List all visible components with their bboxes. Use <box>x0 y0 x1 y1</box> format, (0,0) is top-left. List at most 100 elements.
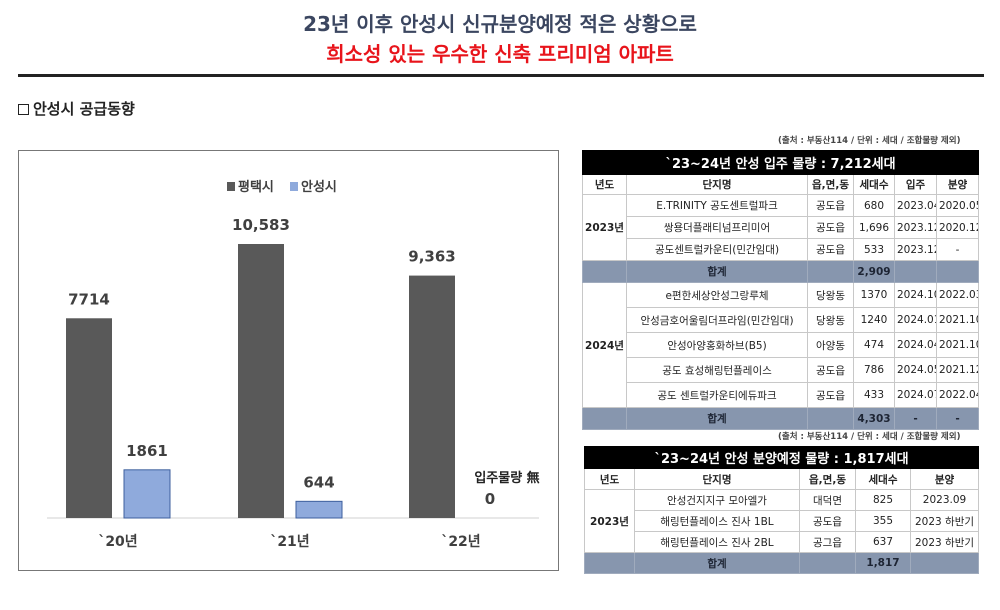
table-cell: 안성금호어울림더프라임(민간임대) <box>626 307 808 333</box>
section-title-label: 안성시 공급동향 <box>33 100 135 118</box>
move-in-volume-table: `23~24년 안성 입주 물량 : 7,212세대 년도 단지명 읍,면,동 세대수 입… <box>581 150 980 430</box>
table-cell: 공도읍 <box>807 194 854 217</box>
table-cell: 대덕면 <box>799 489 856 511</box>
table-caption-row: `23~24년 안성 입주 물량 : 7,212세대 <box>581 150 980 175</box>
table-cell: e편한세상안성그랑루체 <box>626 282 808 308</box>
table-cell: 2023.12 <box>894 238 937 261</box>
table-cell: 433 <box>853 382 895 408</box>
year-cell: 2023년 <box>582 194 627 261</box>
table-cell: 공도읍 <box>807 216 854 239</box>
no-supply-annotation: 입주물량 無 <box>474 470 539 486</box>
table-header-row: 년도 단지명 읍,면,동 세대수 분양 <box>584 468 980 490</box>
column-header: 단지명 <box>626 174 808 195</box>
table-caption: `23~24년 안성 입주 물량 : 7,212세대 <box>581 150 980 175</box>
subtotal-blank <box>807 407 854 430</box>
subtotal-label: 합계 <box>634 552 800 574</box>
headline-highlight: 희소성 있는 우수한 신축 프리미엄 아파트 <box>326 42 674 66</box>
x-tick-label-0: `20년 <box>98 534 137 550</box>
table-cell: 825 <box>855 489 911 511</box>
table-cell: 해링턴플레이스 진사 1BL <box>634 510 800 532</box>
subtotal-blank <box>799 552 856 574</box>
table-cell: 해링턴플레이스 진사 2BL <box>634 531 800 553</box>
table-cell: 2020.12 <box>935 216 980 239</box>
subtotal-blank <box>807 260 854 283</box>
column-header: 입주 <box>894 174 937 195</box>
table-cell: 474 <box>853 332 895 358</box>
table-cell: 2021.12 <box>935 357 980 383</box>
legend-label-평택시: 평택시 <box>238 179 274 195</box>
subtotal-extra: - <box>894 407 937 430</box>
table-cell: 786 <box>853 357 895 383</box>
table-row: 공도센트럴카운티(민간임대) 공도읍 533 2023.12- <box>583 238 980 261</box>
table-cell: 2023 하반기 <box>909 510 980 532</box>
table-cell: 2021.10 <box>935 332 980 358</box>
column-header: 년도 <box>582 174 627 195</box>
data-label-안성시-1: 644 <box>303 473 334 491</box>
subtotal-blank <box>582 260 627 283</box>
legend-swatch-안성시 <box>290 182 298 191</box>
data-label-평택시-1: 10,583 <box>232 216 290 234</box>
headline-primary: 23년 이후 안성시 신규분양예정 적은 상황으로 <box>303 12 697 36</box>
table-row: 안성금호어울림더프라임(민간임대) 당왕동 1240 2024.01 2021.10 <box>583 307 980 333</box>
table-cell: - <box>935 238 980 261</box>
checkbox-square-icon <box>18 104 29 115</box>
x-tick-label-1: `21년 <box>270 534 309 550</box>
column-header: 단지명 <box>634 468 800 490</box>
table-cell: 680 <box>853 194 895 217</box>
table-cell: 1370 <box>853 282 895 308</box>
table-cell: 1240 <box>853 307 895 333</box>
table-cell: 533 <box>853 238 895 261</box>
legend-label-안성시: 안성시 <box>301 179 337 195</box>
subtotal-row: 합계 2,909 <box>582 260 980 283</box>
table-cell: 공도읍 <box>807 382 854 408</box>
table-row: 해링턴플레이스 진사 2BL 공그읍 637 2023 하반기 <box>585 531 980 553</box>
bar-안성시-1 <box>295 500 343 519</box>
table-cell: 공도읍 <box>807 357 854 383</box>
supply-bar-chart: 7714 10,583 9,363 1861 644 0 `20년 `21년 `22년 평택시 안성… <box>18 150 559 571</box>
data-label-평택시-2: 9,363 <box>408 248 455 266</box>
table-cell: 쌍용더플래티넘프리미어 <box>626 216 808 239</box>
data-label-안성시-0: 1861 <box>126 442 168 460</box>
table1-source-note: (출처 : 부동산114 / 단위 : 세대 / 조합물량 제외) <box>778 136 961 146</box>
table-cell: 2020.05 <box>935 194 980 217</box>
table-cell: 2024.07 <box>894 382 937 408</box>
column-header: 분양 <box>909 468 980 490</box>
year-cell: 2024년 <box>582 282 627 408</box>
table-cell: 2023.04 <box>894 194 937 217</box>
table-cell: 2023.09 <box>909 489 980 511</box>
column-header: 분양 <box>935 174 980 195</box>
subtotal-blank <box>909 552 980 574</box>
bar-안성시-0 <box>123 469 171 519</box>
data-label-평택시-0: 7714 <box>68 290 110 308</box>
table-cell: 2024.10 <box>894 282 937 308</box>
table-row: 공도 효성해링턴플레이스 공도읍 786 2024.05 2021.12 <box>583 357 980 383</box>
legend-swatch-평택시 <box>227 182 235 191</box>
table-cell: 공도 센트럴카운티에듀파크 <box>626 382 808 408</box>
column-header: 세대수 <box>855 468 911 490</box>
year-cell: 2023년 <box>584 489 635 553</box>
table-cell: 공도센트럴카운티(민간임대) <box>626 238 808 261</box>
subtotal-extra: - <box>935 407 980 430</box>
table-cell: 637 <box>855 531 911 553</box>
table-cell: 2022.04 <box>935 382 980 408</box>
table-cell: 1,696 <box>853 216 895 239</box>
table-cell: 2024.01 <box>894 307 937 333</box>
table-cell: 아양동 <box>807 332 854 358</box>
table-cell: 2021.10 <box>935 307 980 333</box>
subtotal-extra <box>894 260 937 283</box>
table-cell: 공도읍 <box>799 510 856 532</box>
column-header: 년도 <box>584 468 635 490</box>
section-title: 안성시 공급동향 <box>18 98 135 119</box>
table-cell: E.TRINITY 공도센트럴파크 <box>626 194 808 217</box>
subtotal-value: 2,909 <box>853 260 895 283</box>
table-cell: 당왕동 <box>807 307 854 333</box>
subtotal-blank <box>584 552 635 574</box>
column-header: 세대수 <box>853 174 895 195</box>
table-row: 해링턴플레이스 진사 1BL 공도읍 355 2023 하반기 <box>585 510 980 532</box>
data-label-안성시-2: 0 <box>485 490 495 508</box>
table-row: 안성아양홍화하브(B5) 아양동 474 2024.04 2021.10 <box>583 332 980 358</box>
table-caption-row: `23~24년 안성 분양예정 물량 : 1,817세대 <box>583 446 980 469</box>
table-cell: 공도 효성해링턴플레이스 <box>626 357 808 383</box>
bar-평택시-2 <box>409 275 455 518</box>
table-caption: `23~24년 안성 분양예정 물량 : 1,817세대 <box>583 446 980 469</box>
